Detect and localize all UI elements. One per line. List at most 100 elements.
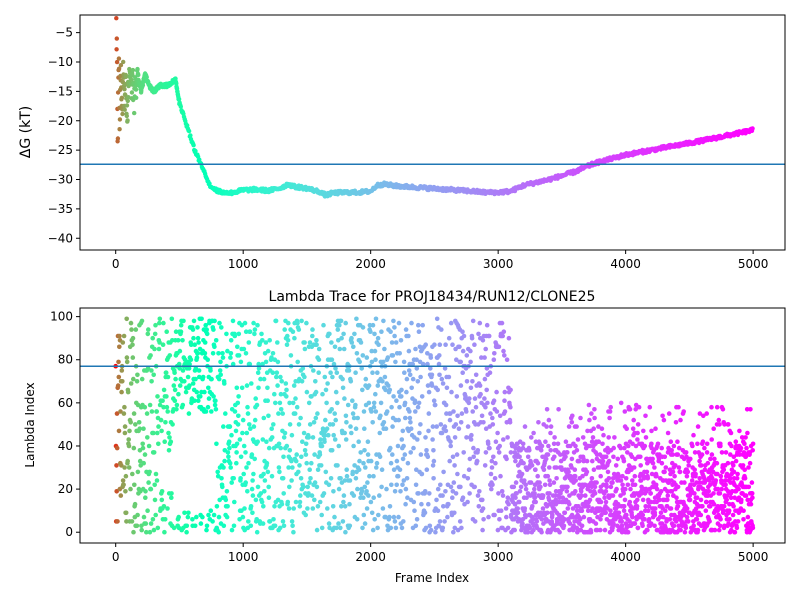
lambda-point [371,404,377,410]
lambda-point [593,521,599,526]
lambda-point [686,519,691,524]
lambda-point [717,491,723,496]
lambda-point [277,400,283,406]
lambda-point [618,400,624,406]
lambda-point [143,489,148,494]
lambda-point [699,452,705,457]
lambda-point [586,402,592,408]
lambda-point [185,514,191,520]
lambda-point [501,348,506,354]
lambda-point [299,454,304,460]
lambda-point [546,417,552,423]
dg-point [117,117,123,122]
lambda-point [554,465,559,470]
lambda-point [386,383,391,388]
lambda-point [317,452,323,457]
lambda-point [695,441,700,447]
lambda-point [539,443,545,449]
lambda-point [738,445,744,451]
lambda-point [720,407,726,412]
lambda-point [328,370,333,376]
lambda-point [472,342,477,348]
lambda-point [363,376,369,382]
lambda-point [517,454,522,460]
lambda-point [652,512,658,518]
lambda-point [624,512,629,518]
lambda-point [232,333,238,339]
lambda-point [234,441,240,447]
lambda-point [347,478,353,483]
lambda-point [396,320,402,326]
lambda-point [350,398,355,404]
lambda-point [486,333,492,339]
lambda-point [577,458,582,464]
lambda-point [643,435,649,440]
lambda-point [626,443,631,449]
lambda-point [632,482,638,488]
lambda-point [716,527,722,533]
lambda-point [219,325,224,330]
lambda-point [432,402,438,408]
lambda-point [503,506,509,511]
lambda-point [129,519,135,524]
lambda-point [256,366,262,371]
lambda-point [728,476,733,481]
lambda-point [744,407,750,412]
lambda-point [265,469,271,475]
lambda-point [252,417,258,423]
lambda-point [180,402,186,408]
lambda-point [196,398,201,404]
lambda-point [380,359,386,365]
lambda-point [326,521,332,526]
lambda-point [230,318,236,324]
lambda-point [683,525,689,531]
lambda-point [281,491,287,496]
lambda-point [700,439,706,445]
lambda-point [157,402,163,408]
lambda-point [496,450,502,455]
lambda-point [324,426,330,432]
lambda-point [476,504,482,509]
lambda-point [707,519,712,524]
lambda-x-ticks: 0 1000 2000 3000 4000 5000 [112,543,768,564]
lambda-point [125,458,130,464]
lambda-point [384,409,390,414]
lambda-point [405,460,411,466]
dg-point [124,103,130,108]
lambda-point [241,346,247,352]
lambda-point [164,329,169,335]
lambda-point [186,411,192,416]
lambda-point [172,398,178,404]
lambda-point [653,482,659,488]
lambda-point [310,333,315,339]
lambda-point [176,514,181,520]
lambda-point [228,355,233,360]
lambda-point [432,342,437,348]
lambda-point [253,497,259,503]
lambda-point [431,476,436,481]
lambda-point [242,506,247,511]
lambda-point [493,460,498,466]
lambda-point [287,448,293,453]
lambda-point [547,478,552,483]
lambda-point [469,432,474,438]
lambda-point [428,355,434,360]
lambda-point [149,368,154,373]
lambda-point [178,329,184,335]
lambda-point [388,329,393,335]
lambda-point [337,322,342,328]
lambda-y-tick-label: 60 [58,396,73,410]
lambda-point [139,376,145,382]
lambda-point [470,318,476,324]
lambda-point [521,460,526,466]
lambda-point [148,486,154,492]
lambda-point [255,370,261,376]
lambda-point [446,501,451,507]
lambda-point [497,517,502,522]
lambda-point [271,517,276,522]
lambda-point [464,379,470,384]
dg-point [114,47,119,52]
lambda-point [641,476,647,481]
lambda-point [702,445,707,451]
lambda-point [148,521,154,526]
